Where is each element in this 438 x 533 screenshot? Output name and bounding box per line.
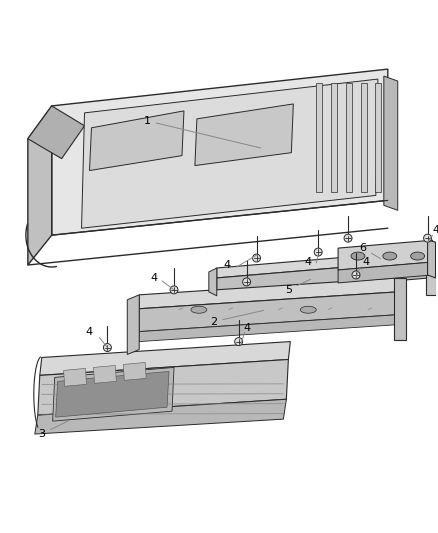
- Polygon shape: [28, 106, 85, 159]
- Polygon shape: [139, 278, 398, 309]
- Polygon shape: [139, 292, 398, 332]
- Text: 4: 4: [305, 257, 312, 267]
- Polygon shape: [331, 83, 337, 192]
- Circle shape: [253, 254, 261, 262]
- Circle shape: [243, 278, 251, 286]
- Polygon shape: [361, 83, 367, 192]
- Polygon shape: [81, 79, 378, 228]
- Circle shape: [424, 234, 431, 242]
- Ellipse shape: [191, 306, 207, 313]
- Polygon shape: [316, 83, 322, 192]
- Polygon shape: [209, 268, 217, 296]
- Ellipse shape: [351, 252, 365, 260]
- Polygon shape: [346, 83, 352, 192]
- Polygon shape: [38, 359, 288, 415]
- Polygon shape: [427, 240, 435, 278]
- Text: 4: 4: [432, 225, 438, 235]
- Polygon shape: [384, 76, 398, 211]
- Polygon shape: [338, 262, 433, 283]
- Text: 6: 6: [360, 243, 381, 259]
- Text: 2: 2: [210, 310, 264, 327]
- Polygon shape: [40, 342, 290, 375]
- Polygon shape: [139, 314, 398, 342]
- Ellipse shape: [300, 306, 316, 313]
- Polygon shape: [53, 367, 174, 421]
- Text: 3: 3: [38, 421, 69, 439]
- Ellipse shape: [383, 252, 397, 260]
- Polygon shape: [127, 295, 139, 354]
- Ellipse shape: [411, 252, 424, 260]
- Circle shape: [103, 344, 111, 352]
- Polygon shape: [338, 240, 433, 270]
- Polygon shape: [217, 250, 430, 278]
- Polygon shape: [35, 399, 286, 434]
- Text: 4: 4: [151, 273, 158, 283]
- Polygon shape: [375, 83, 381, 192]
- Polygon shape: [56, 372, 169, 417]
- Text: 1: 1: [144, 116, 261, 148]
- Polygon shape: [89, 111, 184, 171]
- Polygon shape: [93, 366, 117, 383]
- Circle shape: [170, 286, 178, 294]
- Polygon shape: [52, 69, 388, 235]
- Polygon shape: [394, 278, 406, 340]
- Circle shape: [314, 248, 322, 256]
- Polygon shape: [64, 368, 87, 386]
- Text: 4: 4: [243, 322, 250, 333]
- Polygon shape: [28, 106, 52, 265]
- Text: 4: 4: [223, 260, 230, 270]
- Polygon shape: [124, 362, 146, 381]
- Circle shape: [344, 234, 352, 242]
- Polygon shape: [195, 104, 293, 166]
- Polygon shape: [426, 252, 435, 295]
- Circle shape: [235, 337, 243, 345]
- Text: 5: 5: [285, 279, 311, 295]
- Text: 4: 4: [362, 257, 370, 267]
- Circle shape: [352, 271, 360, 279]
- Text: 4: 4: [86, 327, 93, 337]
- Polygon shape: [217, 260, 430, 296]
